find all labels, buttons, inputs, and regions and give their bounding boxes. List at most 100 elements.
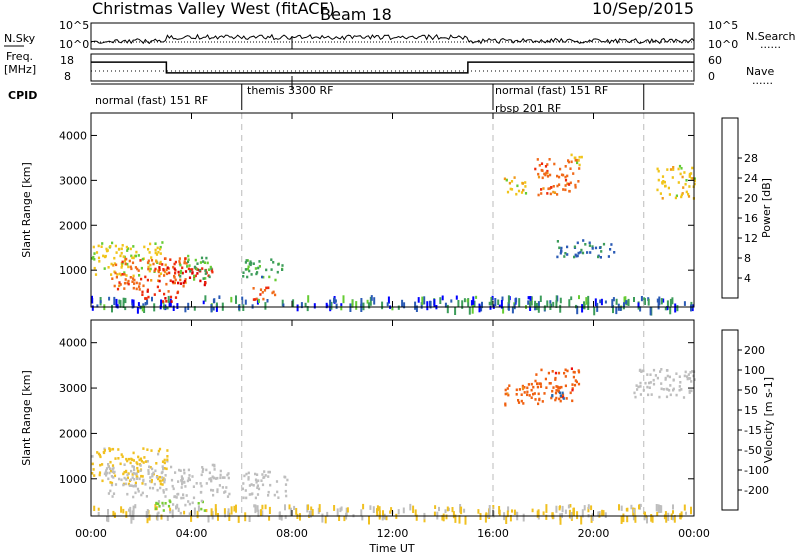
cpid-label: CPID: [8, 89, 37, 102]
data-cell: [157, 452, 160, 456]
data-cell: [213, 476, 216, 480]
data-cell: [164, 502, 167, 505]
data-cell: [119, 300, 122, 308]
data-cell: [578, 163, 581, 167]
data-cell: [246, 267, 250, 271]
data-cell: [546, 169, 549, 173]
data-cell: [148, 251, 151, 254]
data-cell: [128, 508, 130, 512]
data-cell: [185, 262, 188, 265]
data-cell: [98, 260, 101, 263]
data-cell: [669, 298, 672, 307]
data-cell: [147, 472, 150, 475]
data-cell: [684, 370, 687, 374]
data-cell: [127, 265, 130, 269]
data-cell: [548, 158, 551, 161]
data-cell: [244, 299, 247, 305]
data-cell: [667, 512, 670, 521]
data-cell: [160, 471, 163, 475]
data-cell: [125, 245, 128, 249]
data-cell: [137, 490, 140, 493]
data-cell: [190, 513, 193, 522]
data-cell: [139, 457, 143, 461]
velocity-y-axis-label: Slant Range [km]: [20, 370, 33, 466]
data-cell: [528, 394, 531, 397]
data-cell: [138, 274, 141, 277]
data-cell: [166, 449, 169, 452]
data-cell: [666, 388, 669, 391]
data-cell: [535, 373, 538, 376]
data-cell: [256, 486, 259, 489]
data-cell: [552, 301, 555, 307]
data-cell: [163, 458, 166, 462]
data-cell: [158, 266, 161, 269]
data-cell: [136, 267, 139, 271]
nsearch-label: N.Search: [746, 30, 796, 43]
data-cell: [157, 250, 160, 254]
data-cell: [150, 449, 153, 452]
data-cell: [498, 506, 501, 514]
data-cell: [513, 509, 516, 515]
data-cell: [200, 256, 204, 260]
data-cell: [248, 484, 251, 487]
data-cell: [463, 298, 466, 303]
data-cell: [161, 465, 164, 468]
data-cell: [182, 284, 185, 288]
data-cell: [242, 304, 245, 311]
data-cell: [601, 509, 604, 517]
data-cell: [680, 167, 683, 170]
data-cell: [500, 300, 503, 309]
data-cell: [664, 306, 667, 311]
data-cell: [204, 295, 207, 302]
data-cell: [636, 388, 639, 391]
data-cell: [518, 388, 521, 391]
data-cell: [672, 515, 674, 521]
data-cell: [119, 273, 123, 277]
data-cell: [340, 506, 343, 511]
data-cell: [318, 504, 321, 513]
data-cell: [556, 174, 559, 178]
data-cell: [131, 458, 134, 461]
data-cell: [152, 471, 155, 475]
data-cell: [602, 510, 605, 517]
data-cell: [414, 301, 417, 310]
data-cell: [282, 303, 285, 307]
data-cell: [510, 180, 514, 183]
data-cell: [504, 392, 507, 396]
data-cell: [544, 377, 547, 381]
data-cell: [494, 298, 497, 306]
data-cell: [660, 368, 663, 371]
data-cell: [258, 260, 261, 263]
power-colorbar-label: Power [dB]: [760, 178, 773, 238]
data-cell: [429, 300, 432, 309]
data-cell: [138, 282, 141, 285]
data-cell: [255, 272, 258, 276]
data-cell: [209, 477, 212, 480]
data-cell: [125, 511, 128, 518]
data-cell: [123, 281, 127, 285]
data-cell: [680, 195, 683, 199]
y-tick-label: 1000: [59, 473, 87, 486]
data-cell: [537, 515, 540, 520]
data-cell: [120, 453, 123, 456]
data-cell: [541, 400, 544, 403]
data-cell: [652, 368, 656, 372]
data-cell: [212, 493, 215, 497]
colorbar-tick-label: -15: [744, 424, 762, 437]
data-cell: [691, 177, 694, 180]
data-cell: [221, 486, 224, 489]
data-cell: [99, 463, 102, 467]
data-cell: [114, 271, 117, 275]
data-cell: [154, 248, 157, 252]
data-cell: [546, 163, 549, 166]
data-cell: [241, 487, 244, 491]
data-cell: [118, 272, 121, 276]
y-tick-label: 4000: [59, 337, 87, 350]
noise-left-tick-bottom: 10^0: [59, 38, 89, 51]
data-cell: [122, 483, 125, 487]
data-cell: [261, 473, 264, 476]
data-cell: [214, 477, 218, 480]
data-cell: [547, 371, 550, 375]
data-cell: [195, 267, 198, 271]
data-cell: [134, 504, 137, 509]
